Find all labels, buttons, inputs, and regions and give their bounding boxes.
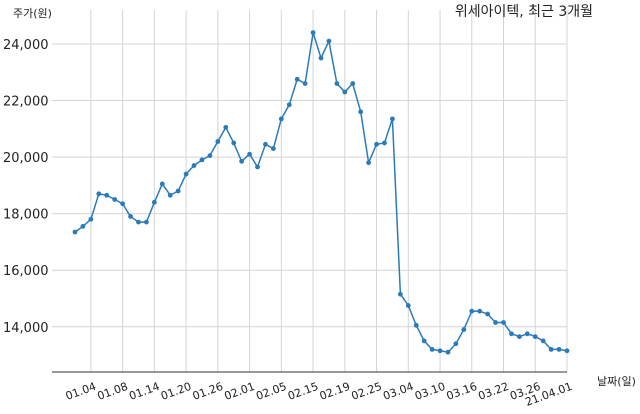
data-point: [310, 30, 316, 36]
data-point: [453, 341, 459, 347]
x-tick-label: 02.15: [286, 380, 320, 403]
data-point: [72, 229, 78, 235]
data-point: [136, 219, 141, 225]
data-point: [120, 201, 126, 207]
data-point: [524, 331, 530, 337]
x-tick-labels: 01.0401.0801.1401.2001.2602.0102.0502.15…: [64, 380, 574, 409]
y-tick-label: 16,000: [3, 264, 49, 279]
data-point: [167, 192, 173, 198]
x-tick-label: 02.25: [350, 380, 384, 403]
data-point: [469, 308, 475, 314]
data-point: [286, 102, 292, 108]
data-point: [334, 81, 340, 86]
data-point: [207, 153, 213, 159]
x-tick-label: 01.26: [191, 380, 225, 403]
x-axis-label: 날짜(일): [597, 374, 636, 388]
y-tick-label: 22,000: [3, 95, 49, 110]
data-point: [231, 140, 237, 146]
data-point: [429, 346, 435, 352]
x-tick-label: 01.04: [64, 380, 98, 403]
data-point: [342, 89, 348, 95]
data-point: [445, 349, 451, 355]
x-tick-label: 02.19: [318, 380, 352, 403]
data-point: [390, 116, 395, 122]
data-point: [405, 303, 411, 308]
data-point: [128, 214, 133, 219]
data-point: [144, 219, 149, 225]
data-point: [509, 331, 514, 337]
horizontal-gridlines: [52, 43, 567, 328]
data-point: [413, 322, 419, 328]
data-point: [318, 55, 324, 61]
data-point: [278, 116, 284, 122]
data-point: [88, 216, 94, 222]
x-tick-label: 03.22: [477, 380, 511, 403]
data-point: [493, 320, 498, 325]
series-points: [72, 30, 570, 355]
y-tick-label: 20,000: [3, 151, 49, 166]
data-point: [294, 76, 300, 82]
data-point: [397, 291, 403, 297]
data-point: [263, 141, 268, 147]
data-point: [374, 141, 379, 147]
data-point: [80, 223, 86, 229]
x-tick-label: 01.14: [127, 380, 161, 403]
data-point: [556, 346, 562, 352]
x-tick-label: 01.08: [96, 380, 130, 403]
data-point: [540, 338, 546, 344]
data-point: [421, 338, 427, 344]
data-point: [151, 199, 157, 205]
data-point: [350, 81, 356, 86]
y-tick-label: 14,000: [3, 321, 49, 336]
data-point: [175, 188, 181, 194]
data-point: [485, 311, 491, 317]
data-point: [104, 192, 110, 198]
y-axis-label: 주가(원): [13, 7, 52, 20]
data-point: [239, 158, 245, 164]
y-tick-label: 18,000: [3, 208, 49, 223]
data-point: [223, 124, 229, 130]
data-point: [326, 38, 332, 44]
data-point: [516, 334, 522, 340]
data-point: [255, 164, 260, 170]
x-tick-label: 03.04: [381, 380, 415, 403]
data-point: [532, 334, 538, 340]
data-point: [501, 320, 506, 325]
data-point: [366, 160, 372, 166]
x-tick-label: 01.20: [159, 380, 193, 403]
data-point: [564, 348, 570, 354]
data-point: [461, 327, 467, 332]
x-tick-label: 03.16: [445, 380, 479, 403]
series-line: [74, 32, 568, 354]
data-point: [183, 171, 189, 177]
data-point: [270, 146, 276, 151]
y-tick-label: 24,000: [3, 38, 49, 53]
data-point: [159, 181, 165, 187]
data-point: [437, 348, 443, 354]
chart-title: 위세아이텍, 최근 3개월: [455, 4, 593, 20]
data-point: [247, 151, 252, 157]
data-point: [112, 197, 118, 202]
vertical-gridlines: [90, 10, 568, 372]
data-point: [548, 346, 554, 352]
data-point: [199, 157, 205, 163]
data-point: [382, 140, 387, 146]
data-point: [302, 81, 308, 86]
data-point: [477, 308, 483, 314]
x-tick-label: 03.10: [413, 380, 447, 403]
data-point: [358, 109, 364, 115]
data-point: [191, 163, 197, 168]
data-point: [215, 139, 221, 144]
y-tick-labels: 14,000 16,000 18,000 20,000 22,000 24,000: [3, 38, 49, 336]
x-tick-label: 02.01: [223, 380, 257, 403]
data-point: [96, 191, 102, 197]
x-tick-label: 02.05: [254, 380, 288, 403]
